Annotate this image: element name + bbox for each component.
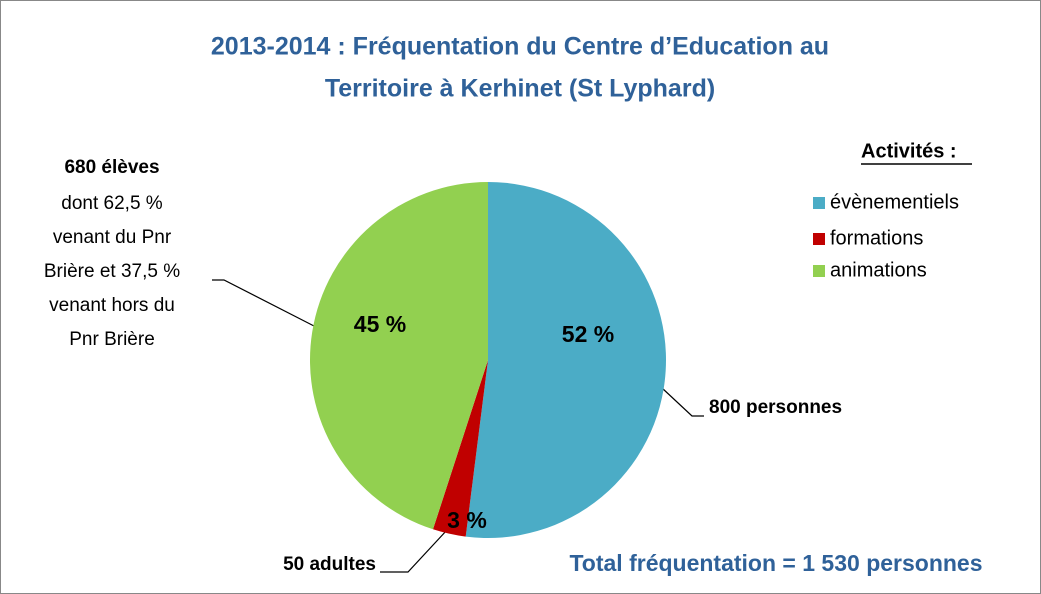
leader-line [661, 387, 704, 417]
pie-slice [465, 182, 666, 538]
annotation-line: venant du Pnr [53, 227, 172, 248]
leader-line [380, 529, 448, 573]
leader-line [212, 279, 315, 327]
legend-label: formations [830, 227, 923, 249]
total-annotation: Total fréquentation = 1 530 personnes [569, 550, 982, 576]
legend-swatch [813, 233, 825, 245]
pie-slice [309, 182, 488, 530]
chart-title: 2013-2014 : Fréquentation du Centre d’Ed… [211, 33, 829, 61]
annotation: 800 personnes [709, 397, 842, 418]
legend-label: animations [830, 259, 927, 281]
legend-label: évènementiels [830, 191, 959, 213]
annotation: 50 adultes [283, 554, 376, 575]
annotation-line: venant hors du [49, 295, 175, 316]
annotation-line: Brière et 37,5 % [44, 261, 180, 282]
legend-swatch [813, 265, 825, 277]
annotation: 680 élèves [64, 157, 159, 178]
chart-title: Territoire à Kerhinet (St Lyphard) [325, 75, 715, 103]
data-label: 3 % [447, 507, 487, 533]
pie-slice [432, 360, 488, 537]
legend-title: Activités : [861, 140, 957, 162]
annotation-line: Pnr Brière [69, 329, 155, 350]
legend-swatch [813, 197, 825, 209]
data-label: 45 % [354, 311, 406, 337]
annotation-line: dont 62,5 % [61, 193, 163, 214]
data-label: 52 % [562, 321, 614, 347]
